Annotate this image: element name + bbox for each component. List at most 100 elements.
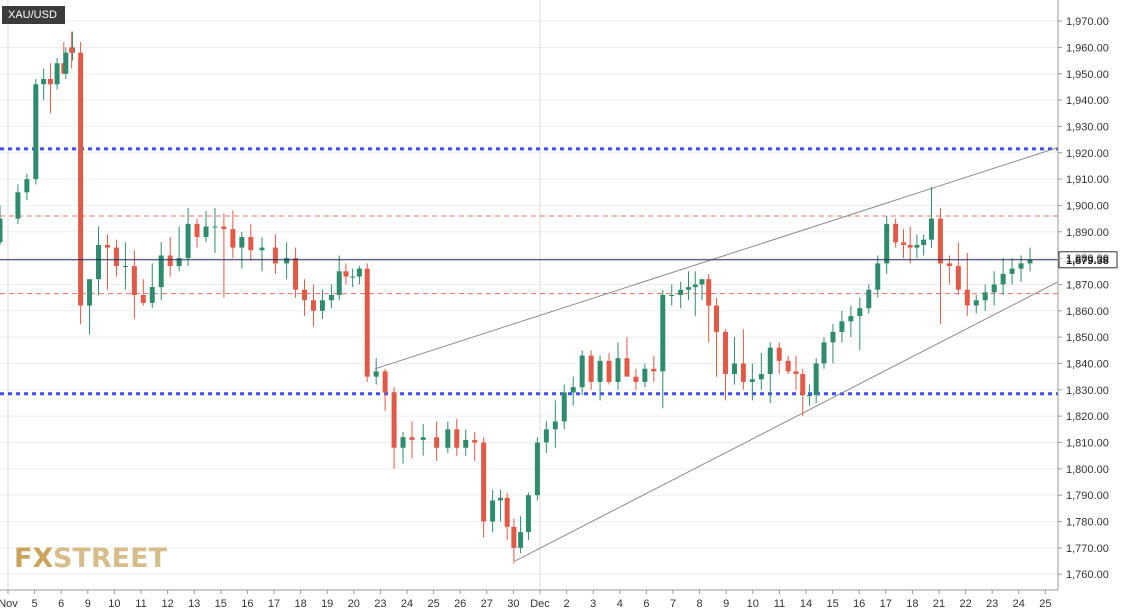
candle-body [525,495,531,533]
x-tick-label: 25 [427,598,439,610]
candle [33,79,39,185]
candle-body [848,316,854,322]
x-tick-label: 22 [959,598,971,610]
candle [973,295,979,314]
candle [597,355,603,401]
candle [113,239,119,277]
candle [54,57,60,90]
candle [176,226,182,272]
candle-body [633,376,639,382]
trendline [375,147,1059,370]
candle-body [731,363,737,375]
candle [914,234,920,259]
candle-body [857,308,863,317]
candle [319,289,325,319]
candle-body [54,63,60,85]
candle-body [140,295,146,303]
candle-body [104,244,110,248]
candle-body [907,244,913,248]
candle [47,63,53,114]
candle [504,492,510,540]
x-tick-label: 3 [590,598,596,610]
candle-body [259,247,265,251]
candle [731,337,737,385]
candle [651,355,657,382]
y-tick-label: 1,840.00 [1066,358,1109,370]
candle-body [434,437,440,448]
candle-body [445,429,451,448]
candle-body [1027,259,1033,264]
candle-body [230,229,236,248]
candle [230,210,236,259]
candle-body [914,244,920,248]
candle [239,231,245,269]
candle-body [319,300,325,311]
y-tick-label: 1,790.00 [1066,490,1109,502]
candle-body [740,363,746,382]
candle-body [1000,273,1006,285]
candle [122,242,128,290]
candle-body [624,358,630,377]
candle [848,305,854,338]
candle [70,31,76,61]
candle [749,363,755,401]
candle-body [463,439,469,448]
candle [821,337,827,369]
candle [284,242,290,280]
candle-body [167,255,173,267]
trendlines [375,147,1059,562]
x-tick-label: 21 [933,598,945,610]
candle [570,376,576,406]
candle-body [272,247,278,264]
x-axis: Nov 5 6 9 10 11 12 13 15 16 17 18 19 20 23 24 25 26 27 30 De… [0,589,1058,610]
candle [364,263,370,382]
candle [534,437,540,501]
candle-body [651,368,657,372]
candle [875,255,881,298]
x-tick-label: 16 [853,598,865,610]
candle-body [606,360,612,382]
candle-body [813,363,819,396]
x-tick-label: 27 [481,598,493,610]
candle [982,284,988,311]
x-tick-label: Dec [530,598,550,610]
candle-body [454,429,460,448]
candle-body [185,223,191,259]
candle [343,263,349,285]
watermark-fx: FX [14,543,53,574]
candle-body [87,279,93,306]
candle-body [41,79,47,85]
candle-body [194,223,200,238]
candle [63,47,69,80]
candle-body [239,237,245,248]
candle [518,516,524,554]
candle-body [221,226,227,230]
candle-body [946,263,952,267]
x-tick-label: 30 [507,598,519,610]
candle [991,271,997,306]
candles [0,31,1033,564]
candle [893,218,899,248]
y-tick-label: 1,800.00 [1066,464,1109,476]
candle-body [921,239,927,245]
candle [511,518,517,564]
candle-body [686,287,692,290]
candle-body [973,300,979,306]
candle-body [293,258,299,290]
horizontal-levels [0,147,1058,396]
candle-body [284,258,290,264]
x-tick-label: 16 [241,598,253,610]
x-tick-label: 4 [617,598,623,610]
y-tick-label: 1,760.00 [1066,569,1109,581]
x-tick-label: 19 [321,598,333,610]
candle-body [373,371,379,377]
candle [356,266,362,285]
candle [310,284,316,327]
candle-body [343,271,349,277]
candle-body [336,271,342,295]
x-tick-label: 18 [906,598,918,610]
x-tick-label: 8 [697,598,703,610]
candle-body [964,289,970,306]
y-tick-label: 1,860.00 [1066,306,1109,318]
